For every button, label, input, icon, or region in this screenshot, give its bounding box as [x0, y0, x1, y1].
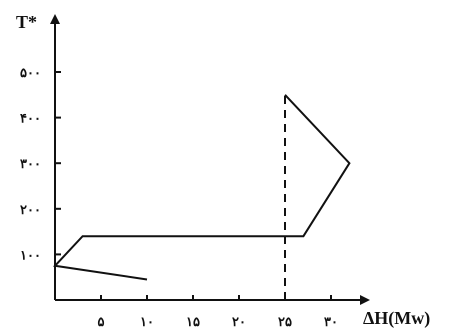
y-axis-title: T*	[16, 12, 37, 32]
tick-labels: ۵ ۱۰ ۱۵ ۲۰ ۲۵ ۳۰ ۱۰۰ ۲۰۰ ۳۰۰ ۴۰۰ ۵۰۰	[20, 66, 338, 328]
x-tick-label: ۵	[98, 315, 105, 328]
y-tick-label: ۴۰۰	[20, 112, 41, 127]
x-tick-label: ۱۰	[140, 315, 154, 328]
data-line	[52, 94, 351, 281]
y-tick-label: ۱۰۰	[20, 248, 41, 263]
y-tick-label: ۵۰۰	[20, 66, 41, 81]
x-axis-title: ΔH(Mw)	[363, 308, 430, 328]
x-tick-label: ۱۵	[186, 315, 200, 328]
y-tick-label: ۳۰۰	[20, 157, 41, 172]
x-tick-label: ۲۵	[278, 315, 292, 328]
axes	[50, 14, 370, 305]
x-tick-label: ۳۰	[324, 315, 338, 328]
x-tick-label: ۲۰	[232, 315, 246, 328]
series-layer	[52, 94, 351, 300]
y-tick-label: ۲۰۰	[20, 203, 41, 218]
y-axis-arrow	[50, 14, 60, 24]
tick-marks	[55, 71, 332, 300]
x-axis-arrow	[360, 295, 370, 305]
